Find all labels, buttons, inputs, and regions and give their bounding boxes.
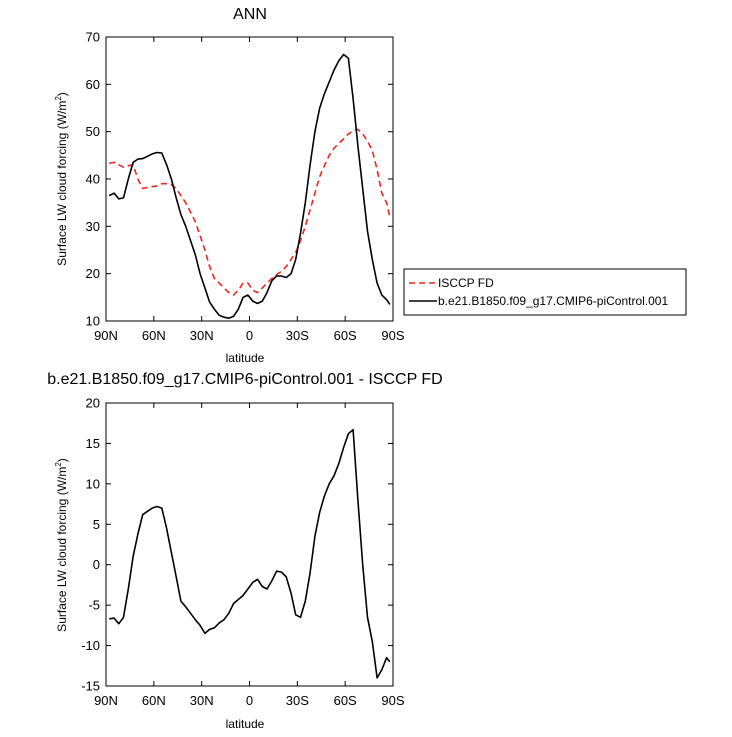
bottom-axis-ticks: 90N 60N 30N 0 30S 60S 90S -15 -10 -5 0 5 10 15 20 — [81, 396, 405, 709]
bottom-x-tick-label: 30S — [286, 693, 309, 708]
bottom-y-axis-label-text: Surface LW cloud forcing (W/m — [55, 467, 69, 632]
bottom-series-group — [109, 428, 391, 679]
bottom-x-tick-label: 30N — [190, 693, 214, 708]
top-x-tick-label: 0 — [246, 328, 253, 343]
top-series-line-1 — [108, 53, 391, 320]
bottom-panel: b.e21.B1850.f09_g17.CMIP6-piControl.001 … — [47, 371, 442, 731]
top-x-tick-label: 90S — [381, 328, 404, 343]
top-y-tick-label: 50 — [86, 124, 100, 139]
top-chart-title: ANN — [233, 6, 267, 23]
top-series-group — [108, 53, 391, 320]
top-y-axis-label-close: ) — [55, 92, 69, 96]
bottom-y-tick-label: 20 — [86, 396, 100, 411]
top-x-axis-label: latitude — [226, 351, 265, 365]
bottom-y-tick-label: -10 — [81, 638, 100, 653]
bottom-series-line-0 — [109, 428, 391, 679]
top-x-tick-label: 60S — [334, 328, 357, 343]
top-x-tick-label: 90N — [94, 328, 118, 343]
top-y-tick-label: 70 — [86, 30, 100, 45]
bottom-x-axis-label: latitude — [226, 717, 265, 731]
legend-label-model: b.e21.B1850.f09_g17.CMIP6-piControl.001 — [438, 294, 668, 308]
top-y-tick-label: 30 — [86, 219, 100, 234]
top-x-tick-label: 60N — [142, 328, 166, 343]
bottom-y-axis-label-sup: 2 — [54, 462, 63, 467]
bottom-x-tick-label: 90N — [94, 693, 118, 708]
bottom-x-tick-label: 0 — [246, 693, 253, 708]
top-y-tick-label: 60 — [86, 77, 100, 92]
bottom-x-tick-label: 90S — [381, 693, 404, 708]
legend: ISCCP FD b.e21.B1850.f09_g17.CMIP6-piCon… — [403, 268, 687, 316]
top-y-tick-label: 40 — [86, 172, 100, 187]
bottom-y-tick-label: 10 — [86, 476, 100, 491]
top-x-tick-label: 30N — [190, 328, 214, 343]
top-plot-frame — [105, 36, 394, 322]
legend-label-isccp-fd: ISCCP FD — [438, 276, 494, 290]
bottom-plot-frame — [105, 402, 394, 687]
top-panel: ANN 90N 60N 30N 0 30S 60S 90S 10 20 30 40 50 60 70 la… — [54, 6, 687, 365]
bottom-y-tick-label: 15 — [86, 436, 100, 451]
top-y-axis-label-sup: 2 — [54, 96, 63, 101]
legend-box — [403, 268, 687, 316]
bottom-x-tick-label: 60N — [142, 693, 166, 708]
top-x-tick-label: 30S — [286, 328, 309, 343]
top-y-tick-label: 20 — [86, 266, 100, 281]
bottom-y-axis-label-close: ) — [55, 458, 69, 462]
bottom-chart-title: b.e21.B1850.f09_g17.CMIP6-piControl.001 … — [47, 371, 442, 388]
top-axis-ticks: 90N 60N 30N 0 30S 60S 90S 10 20 30 40 50 60 70 — [86, 30, 405, 344]
top-y-axis-label-text: Surface LW cloud forcing (W/m — [55, 101, 69, 266]
bottom-y-tick-label: -5 — [88, 598, 100, 613]
bottom-y-tick-label: -15 — [81, 679, 100, 694]
bottom-x-tick-label: 60S — [334, 693, 357, 708]
bottom-y-axis-label: Surface LW cloud forcing (W/m2) — [54, 458, 69, 632]
bottom-y-tick-label: 0 — [93, 557, 100, 572]
top-y-tick-label: 10 — [86, 314, 100, 329]
bottom-y-tick-label: 5 — [93, 517, 100, 532]
top-y-axis-label: Surface LW cloud forcing (W/m2) — [54, 92, 69, 266]
top-series-line-0 — [109, 128, 391, 296]
